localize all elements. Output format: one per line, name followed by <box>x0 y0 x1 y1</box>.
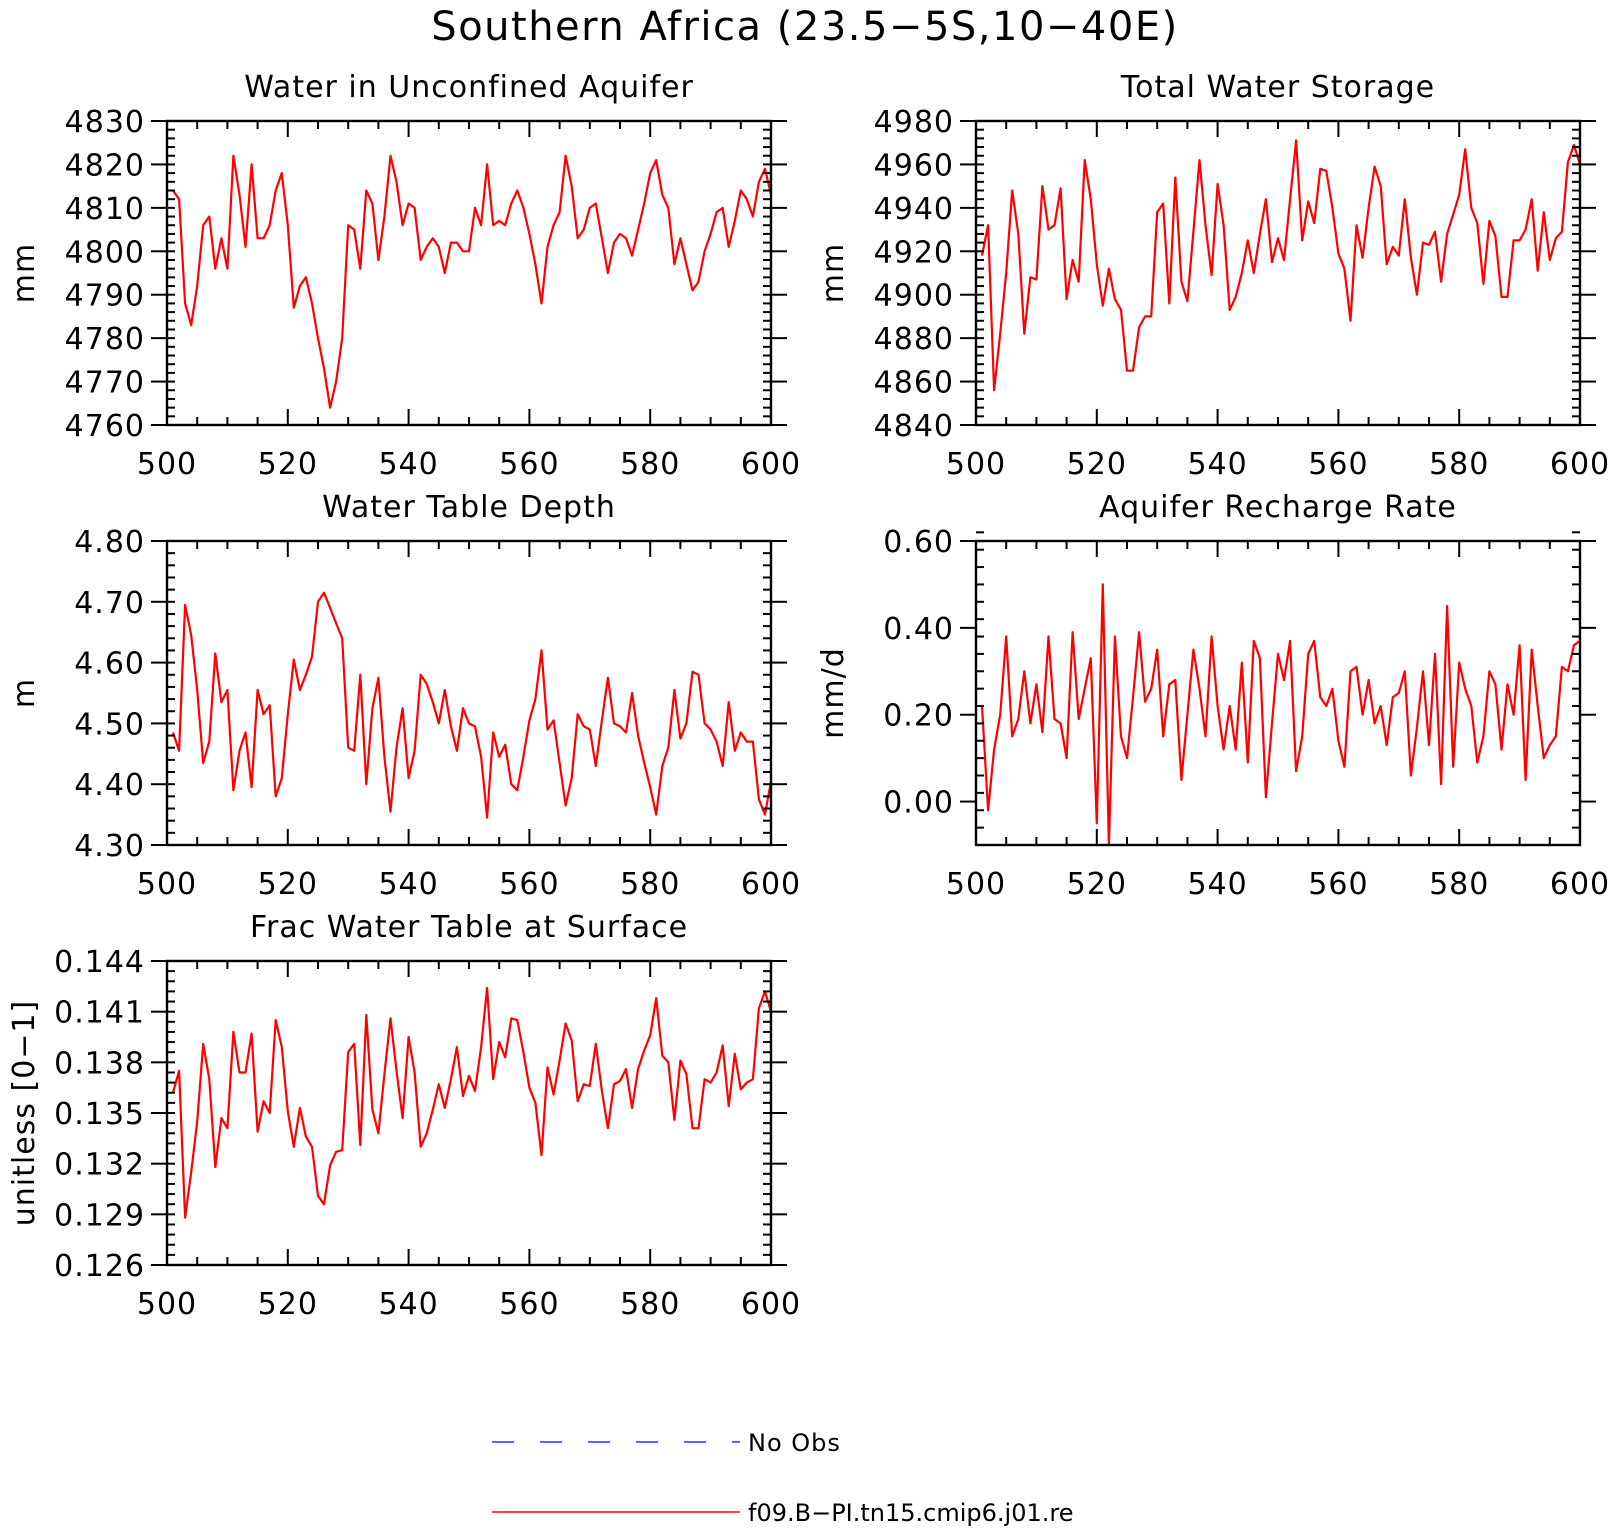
y-tick-label: 4.50 <box>74 707 145 742</box>
x-tick-label: 560 <box>499 867 559 902</box>
y-tick-label: 4940 <box>874 192 954 227</box>
y-axis-label-water-in-unconfined-aquifer: mm <box>7 243 42 303</box>
x-tick-label: 500 <box>137 867 197 902</box>
plot-frame-frac-water-table-at-surface <box>165 959 773 1267</box>
x-tick-label: 600 <box>741 447 801 482</box>
x-tick-label: 520 <box>1067 867 1127 902</box>
x-tick-label: 540 <box>1187 447 1247 482</box>
x-tick-label: 560 <box>499 1287 559 1322</box>
legend: No Obs f09.B−PI.tn15.cmip6.j01.re <box>492 1429 1073 1527</box>
x-tick-label: 540 <box>378 867 438 902</box>
plot-frame-aquifer-recharge-rate <box>974 539 1582 847</box>
y-tick-label: 4820 <box>65 148 145 183</box>
y-tick-label: 4.70 <box>74 586 145 621</box>
x-tick-label: 520 <box>1067 447 1127 482</box>
x-tick-label: 500 <box>946 867 1006 902</box>
y-tick-label: 4880 <box>874 322 954 357</box>
x-tick-label: 540 <box>378 447 438 482</box>
x-tick-label: 560 <box>499 447 559 482</box>
y-tick-label: 4840 <box>874 409 954 444</box>
x-tick-label: 520 <box>258 1287 318 1322</box>
y-tick-label: 4810 <box>65 192 145 227</box>
y-tick-label: 4830 <box>65 105 145 140</box>
y-tick-label: 0.00 <box>883 786 954 821</box>
y-tick-label: 4960 <box>874 148 954 183</box>
x-tick-label: 500 <box>137 447 197 482</box>
y-tick-label: 4760 <box>65 409 145 444</box>
x-tick-label: 540 <box>1187 867 1247 902</box>
y-tick-label: 4.40 <box>74 768 145 803</box>
y-tick-label: 4770 <box>65 366 145 401</box>
y-tick-label: 4.60 <box>74 647 145 682</box>
y-tick-label: 4900 <box>874 279 954 314</box>
y-tick-label: 4920 <box>874 235 954 270</box>
y-tick-label: 0.144 <box>54 945 145 980</box>
y-tick-label: 0.40 <box>883 612 954 647</box>
y-tick-label: 0.138 <box>54 1046 145 1081</box>
figure-title: Southern Africa (23.5−5S,10−40E) <box>431 4 1178 50</box>
y-tick-label: 4860 <box>874 366 954 401</box>
plot-frame-total-water-storage <box>974 119 1582 427</box>
chart-panels: Water in Unconfined Aquifer 500 520 540 560 5… <box>7 70 1610 1322</box>
x-tick-label: 600 <box>1550 867 1610 902</box>
x-tick-label: 500 <box>137 1287 197 1322</box>
x-tick-label: 580 <box>1429 447 1489 482</box>
panel-title-frac-water-table-at-surface: Frac Water Table at Surface <box>250 910 688 945</box>
x-tick-label: 520 <box>258 447 318 482</box>
y-axis-label-frac-water-table-at-surface: unitless [0−1] <box>7 1000 42 1226</box>
legend-label-no-obs: No Obs <box>748 1429 841 1457</box>
y-tick-label: 0.126 <box>54 1249 145 1284</box>
x-tick-label: 500 <box>946 447 1006 482</box>
panel-title-total-water-storage: Total Water Storage <box>1120 70 1435 105</box>
y-tick-label: 0.60 <box>883 525 954 560</box>
y-tick-label: 4780 <box>65 322 145 357</box>
x-tick-label: 580 <box>1429 867 1489 902</box>
y-tick-label: 4790 <box>65 279 145 314</box>
y-tick-label: 4.80 <box>74 525 145 560</box>
series-line-water-in-unconfined-aquifer <box>172 154 771 409</box>
y-tick-label: 4980 <box>874 105 954 140</box>
y-tick-label: 0.132 <box>54 1148 145 1183</box>
y-tick-label: 4800 <box>65 235 145 270</box>
plot-frame-water-in-unconfined-aquifer <box>165 119 773 427</box>
y-tick-label: 0.141 <box>54 996 145 1031</box>
y-tick-label: 4.30 <box>74 829 145 864</box>
y-axis-label-total-water-storage: mm <box>816 243 851 303</box>
panel-total-water-storage: Total Water Storage 500 520 540 560 580 600 484… <box>816 70 1610 482</box>
x-tick-label: 600 <box>741 1287 801 1322</box>
x-tick-label: 560 <box>1308 447 1368 482</box>
x-tick-label: 600 <box>741 867 801 902</box>
panel-water-table-depth: Water Table Depth 500 520 540 560 580 600 4.30 4… <box>7 490 801 902</box>
x-tick-label: 580 <box>620 1287 680 1322</box>
x-tick-label: 580 <box>620 867 680 902</box>
y-tick-label: 0.129 <box>54 1198 145 1233</box>
x-tick-label: 580 <box>620 447 680 482</box>
y-axis-label-aquifer-recharge-rate: mm/d <box>816 647 851 739</box>
x-tick-label: 520 <box>258 867 318 902</box>
y-tick-label: 0.20 <box>883 699 954 734</box>
series-line-total-water-storage <box>980 139 1580 392</box>
series-line-aquifer-recharge-rate <box>980 583 1580 845</box>
panel-water-in-unconfined-aquifer: Water in Unconfined Aquifer 500 520 540 560 5… <box>7 70 801 482</box>
legend-label-model: f09.B−PI.tn15.cmip6.j01.re <box>748 1499 1073 1527</box>
y-axis-label-water-table-depth: m <box>7 678 42 708</box>
x-tick-label: 600 <box>1550 447 1610 482</box>
panel-frac-water-table-at-surface: Frac Water Table at Surface 500 520 540 560 5… <box>7 910 801 1322</box>
series-line-water-table-depth <box>171 591 771 819</box>
panel-title-water-in-unconfined-aquifer: Water in Unconfined Aquifer <box>244 70 694 105</box>
x-tick-label: 540 <box>378 1287 438 1322</box>
panel-title-water-table-depth: Water Table Depth <box>322 490 616 525</box>
series-line-frac-water-table-at-surface <box>171 986 771 1219</box>
panel-title-aquifer-recharge-rate: Aquifer Recharge Rate <box>1099 490 1457 525</box>
x-tick-label: 560 <box>1308 867 1368 902</box>
y-tick-label: 0.135 <box>54 1097 145 1132</box>
panel-aquifer-recharge-rate: Aquifer Recharge Rate 500 520 540 560 580 600 0… <box>816 490 1610 902</box>
